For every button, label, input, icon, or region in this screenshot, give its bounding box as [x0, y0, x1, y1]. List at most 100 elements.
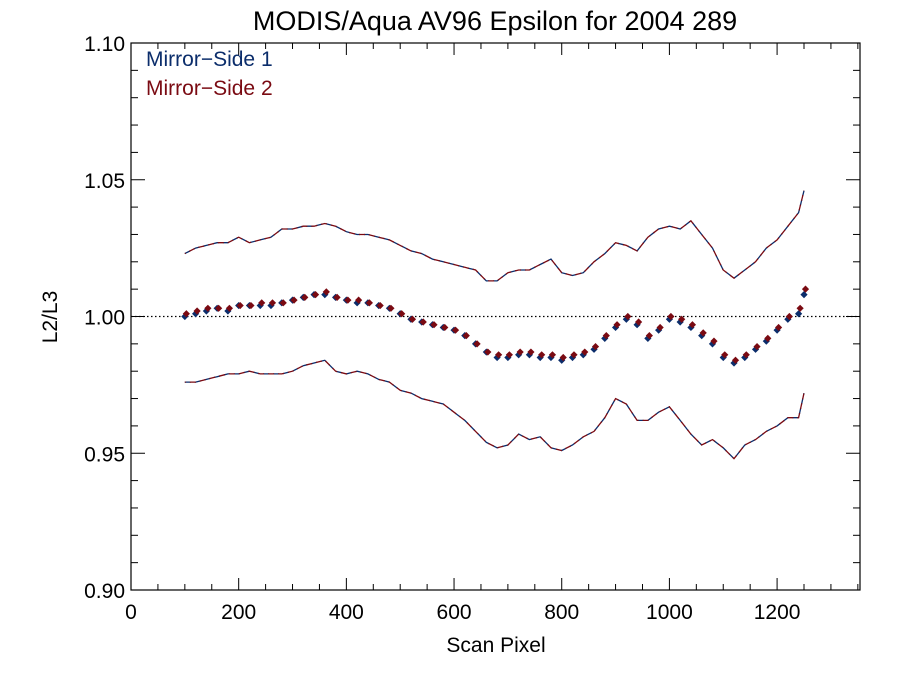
data-point-mirror-side-2 [247, 301, 255, 310]
data-point-mirror-side-1 [676, 318, 684, 326]
y-tick-label: 1.00 [84, 307, 125, 330]
data-point-mirror-side-2 [430, 321, 438, 329]
data-point-mirror-side-2 [624, 312, 632, 321]
data-point-mirror-side-1 [579, 351, 587, 359]
data-point-mirror-side-2 [408, 315, 417, 323]
x-axis-label: Scan Pixel [446, 634, 545, 657]
data-point-mirror-side-2 [268, 299, 277, 307]
x-tick-label: 0 [125, 601, 137, 624]
chart-title: MODIS/Aqua AV96 Epsilon for 2004 289 [253, 6, 737, 36]
data-point-mirror-side-1 [741, 353, 749, 362]
data-point-mirror-side-1 [224, 307, 232, 315]
upper-bound-line-ms1 [184, 190, 805, 282]
data-point-mirror-side-2 [355, 296, 363, 304]
tick-labels: 0 200 400 600 800 1000 1200 0.90 0.95 1.00 1.05 1.1… [84, 33, 800, 624]
data-point-mirror-side-2 [365, 299, 373, 307]
data-point-mirror-side-1 [547, 353, 555, 362]
x-tick-label: 1200 [754, 601, 801, 624]
data-point-mirror-side-2 [753, 342, 761, 351]
lower-bound-line-ms1 [184, 359, 805, 460]
data-point-mirror-side-1 [698, 332, 706, 340]
data-point-mirror-side-2 [193, 307, 201, 315]
axes-ticks [130, 42, 860, 591]
x-tick-label: 600 [437, 601, 472, 624]
data-point-mirror-side-2 [602, 332, 610, 340]
data-point-mirror-side-2 [333, 293, 341, 301]
data-point-mirror-side-2 [441, 323, 449, 332]
data-point-mirror-side-2 [721, 351, 729, 359]
y-axis-label: L2/L3 [39, 291, 62, 344]
data-point-mirror-side-2 [236, 301, 244, 310]
data-point-mirror-side-2 [527, 348, 535, 356]
data-point-mirror-side-2 [376, 301, 384, 310]
data-point-mirror-side-2 [570, 351, 578, 359]
data-point-mirror-side-2 [591, 342, 600, 351]
data-point-mirror-side-1 [192, 310, 200, 318]
data-point-mirror-side-2 [322, 288, 330, 296]
legend-mirror-side-1: Mirror−Side 1 [146, 48, 273, 71]
data-point-mirror-side-2 [311, 291, 320, 299]
data-point-mirror-side-2 [344, 296, 352, 304]
data-point-mirror-side-2 [473, 340, 481, 348]
x-tick-label: 800 [544, 601, 579, 624]
data-point-mirror-side-2 [774, 323, 783, 332]
data-point-mirror-side-2 [667, 312, 675, 321]
data-point-mirror-side-2 [699, 329, 707, 337]
data-point-mirror-side-2 [688, 321, 697, 329]
data-point-mirror-side-1 [536, 353, 544, 362]
data-point-mirror-side-2 [387, 304, 395, 312]
data-point-mirror-side-1 [525, 351, 534, 359]
data-point-mirror-side-1 [800, 291, 808, 299]
legend-mirror-side-2: Mirror−Side 2 [146, 77, 273, 100]
y-tick-label: 1.10 [84, 33, 125, 56]
lower-bound-line-ms2 [184, 359, 805, 460]
data-point-mirror-side-2 [505, 351, 513, 359]
data-point-mirror-side-2 [635, 318, 643, 326]
data-point-mirror-side-2 [215, 304, 223, 312]
data-point-mirror-side-2 [785, 312, 793, 321]
y-tick-label: 0.90 [84, 580, 125, 603]
data-point-mirror-side-2 [419, 318, 427, 326]
data-point-mirror-side-2 [451, 326, 460, 334]
data-point-mirror-side-2 [710, 337, 718, 345]
data-point-mirror-side-2 [548, 351, 557, 359]
data-point-mirror-side-1 [719, 353, 727, 362]
data-point-mirror-side-1 [493, 353, 501, 362]
data-point-mirror-side-2 [204, 304, 212, 312]
data-point-mirror-side-2 [764, 334, 772, 342]
bound-lines [184, 190, 805, 460]
data-point-mirror-side-2 [742, 351, 750, 359]
data-point-mirror-side-2 [645, 332, 653, 340]
x-tick-label: 400 [329, 601, 364, 624]
data-point-mirror-side-1 [622, 315, 630, 323]
data-point-mirror-side-1 [784, 315, 792, 323]
data-point-mirror-side-2 [462, 332, 470, 340]
data-points [181, 285, 810, 367]
data-point-mirror-side-1 [708, 340, 717, 348]
data-point-mirror-side-1 [558, 356, 566, 364]
data-point-mirror-side-2 [279, 299, 287, 307]
data-point-mirror-side-1 [762, 337, 770, 345]
data-point-mirror-side-1 [601, 334, 609, 342]
data-point-mirror-side-1 [515, 351, 523, 359]
x-tick-label: 1000 [646, 601, 693, 624]
data-point-mirror-side-2 [516, 348, 524, 356]
data-point-mirror-side-1 [568, 353, 577, 362]
data-point-mirror-side-2 [656, 323, 664, 332]
data-point-mirror-side-2 [484, 348, 492, 356]
data-point-mirror-side-1 [795, 310, 803, 318]
data-point-mirror-side-1 [353, 299, 361, 307]
data-point-mirror-side-2 [796, 304, 804, 312]
data-point-mirror-side-2 [538, 351, 546, 359]
data-point-mirror-side-2 [613, 321, 621, 329]
data-point-mirror-side-2 [801, 285, 810, 293]
data-point-mirror-side-2 [258, 299, 266, 307]
data-point-mirror-side-2 [398, 310, 406, 318]
x-tick-label: 200 [221, 601, 256, 624]
data-point-mirror-side-2 [731, 356, 740, 364]
upper-bound-line-ms2 [184, 190, 805, 282]
data-point-mirror-side-2 [182, 310, 190, 318]
data-point-mirror-side-1 [202, 307, 210, 315]
data-point-mirror-side-2 [581, 348, 589, 356]
